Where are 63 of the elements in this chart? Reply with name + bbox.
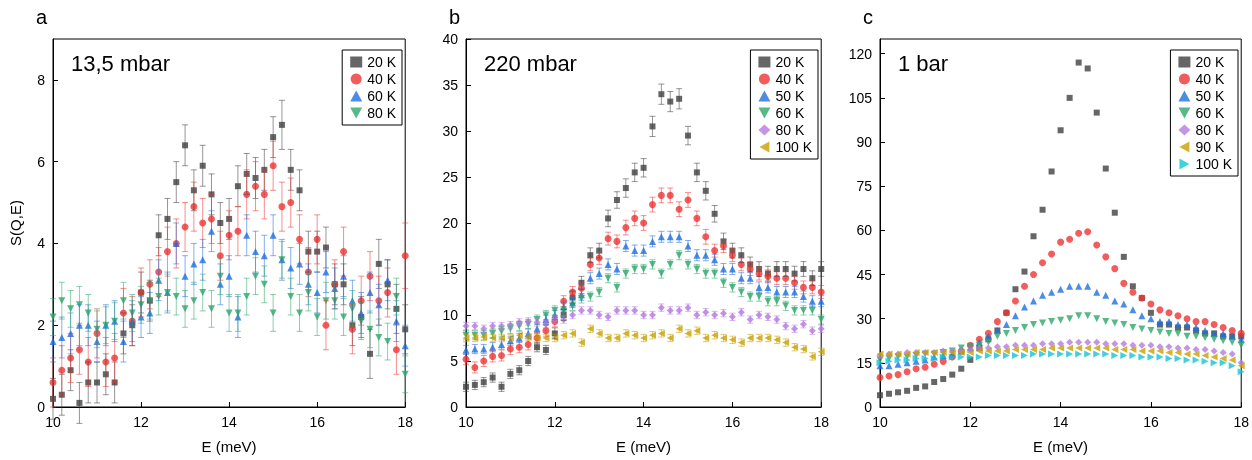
y-tick-label: 75 [856, 178, 873, 195]
y-tick-label: 6 [37, 153, 46, 170]
x-tick-label: 14 [221, 414, 238, 430]
legend-label: 20 K [1195, 54, 1225, 70]
legend-label: 80 K [367, 105, 397, 121]
y-tick-label: 40 [442, 31, 459, 47]
legend-label: 100 K [775, 139, 813, 155]
y-tick-label: 20 [442, 215, 459, 231]
chart-title: c [863, 6, 873, 28]
x-tick-label: 12 [962, 414, 979, 430]
y-tick-label: 30 [442, 123, 459, 139]
x-axis-title: E (meV) [201, 438, 257, 455]
legend-label: 100 K [1195, 156, 1233, 172]
legend-label: 50 K [775, 88, 805, 104]
y-tick-label: 5 [450, 353, 459, 369]
x-tick-label: 14 [1052, 414, 1069, 430]
y-tick-label: 0 [37, 399, 46, 415]
y-tick-label: 30 [856, 310, 873, 327]
y-tick-label: 45 [856, 266, 873, 283]
y-axis-title: S(Q,E) [7, 200, 24, 246]
legend-label: 20 K [367, 54, 397, 70]
y-tick-label: 15 [856, 354, 873, 371]
legend-label: 90 K [1195, 139, 1225, 155]
y-tick-label: 35 [442, 77, 459, 93]
y-tick-label: 25 [442, 169, 459, 185]
y-tick-label: 15 [442, 261, 459, 277]
x-tick-label: 16 [724, 414, 741, 430]
x-tick-label: 16 [1143, 414, 1159, 430]
legend-label: 60 K [775, 105, 805, 121]
x-tick-label: 16 [309, 414, 326, 430]
annotation: 220 mbar [484, 50, 577, 76]
x-tick-label: 18 [397, 414, 414, 430]
y-tick-label: 90 [856, 134, 873, 151]
x-axis-title: E (meV) [1033, 438, 1089, 455]
chart-title: b [449, 6, 461, 28]
legend-label: 40 K [1195, 71, 1225, 87]
y-tick-label: 60 [856, 222, 873, 239]
x-tick-label: 14 [635, 414, 652, 430]
legend-label: 40 K [775, 71, 805, 87]
x-tick-label: 12 [547, 414, 563, 430]
x-tick-label: 18 [1233, 414, 1250, 430]
y-tick-label: 105 [848, 89, 873, 106]
y-tick-label: 8 [37, 71, 46, 88]
y-tick-label: 0 [450, 399, 459, 415]
legend-label: 60 K [1195, 105, 1225, 121]
annotation: 1 bar [898, 50, 949, 76]
legend-label: 80 K [1195, 122, 1225, 138]
x-tick-label: 12 [133, 414, 150, 430]
x-tick-label: 10 [872, 414, 888, 430]
y-tick-label: 10 [442, 307, 459, 323]
x-tick-label: 18 [813, 414, 830, 430]
legend-label: 20 K [775, 54, 805, 70]
legend-label: 80 K [775, 122, 805, 138]
y-tick-label: 120 [848, 45, 873, 62]
legend-label: 60 K [367, 88, 397, 104]
legend-label: 40 K [367, 71, 397, 87]
legend-label: 50 K [1195, 88, 1225, 104]
y-tick-label: 4 [37, 235, 46, 252]
y-tick-label: 0 [864, 399, 873, 415]
y-tick-label: 2 [37, 317, 46, 334]
annotation: 13,5 mbar [71, 50, 171, 76]
chart-title: a [36, 6, 48, 28]
x-axis-title: E (meV) [616, 438, 672, 455]
